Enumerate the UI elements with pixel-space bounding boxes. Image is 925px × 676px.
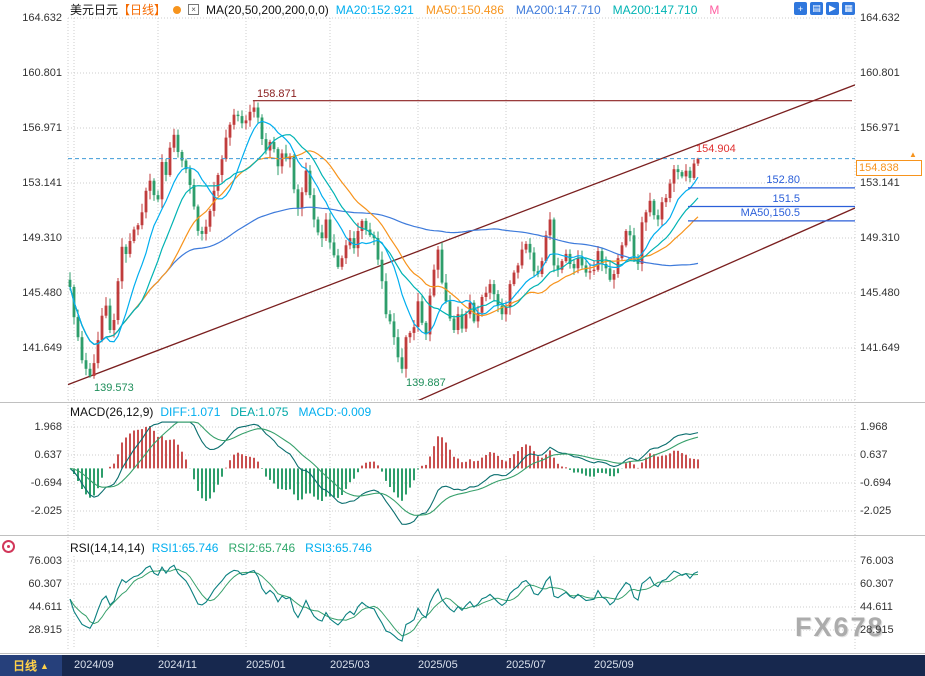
macd-legend-item-2: MACD:-0.009 — [298, 404, 372, 419]
period-arrow-icon: ▲ — [40, 660, 49, 671]
rsi-axis-label: 60.307 — [860, 578, 894, 590]
macd-axis-label: -2.025 — [860, 505, 892, 517]
rsi-axis-label: 60.307 — [28, 578, 62, 590]
price-axis-label: 164.632 — [860, 12, 900, 24]
rsi-header: RSI(14,14,14) RSI1:65.746 RSI2:65.746 RSI3… — [70, 540, 372, 555]
chart-header: 美元日元【日线】 × MA(20,50,200,200,0,0) MA20:15… — [70, 1, 720, 18]
rsi-axis-label: 28.915 — [28, 624, 62, 636]
price-arrow-icon: ▲ — [909, 150, 917, 159]
annotation-low: 139.573 — [94, 382, 134, 394]
annotation-level: 151.5 — [772, 193, 800, 205]
ma-legend-item-2: MA200:147.710 — [515, 2, 601, 17]
price-axis-label: 141.649 — [22, 342, 62, 354]
x-axis-date: 2025/03 — [330, 659, 370, 671]
macd-axis-label: 0.637 — [34, 449, 62, 461]
grid-icon[interactable]: ▦ — [842, 2, 855, 15]
rsi-axis-label: 76.003 — [860, 555, 894, 567]
price-axis-label: 153.141 — [860, 177, 900, 189]
ma-legend-item-4: M — [709, 2, 720, 17]
price-axis-label: 153.141 — [22, 177, 62, 189]
timeframe-bar: 日线 ▲ 2024/09 2024/11 2025/01 2025/03 2025/05… — [0, 655, 925, 676]
macd-axis-label: 1.968 — [860, 421, 888, 433]
symbol-name: 美元日元 — [70, 3, 119, 17]
ma-legend: MA20:152.921 MA50:150.486 MA200:147.710 MA2… — [336, 3, 720, 17]
macd-axis-label: 1.968 — [34, 421, 62, 433]
watermark: FX678 — [795, 612, 885, 642]
price-axis-label: 141.649 — [860, 342, 900, 354]
rsi-legend: RSI1:65.746 RSI2:65.746 RSI3:65.746 — [152, 541, 372, 555]
period-selector[interactable]: 日线 ▲ — [0, 655, 62, 676]
price-axis-label: 145.480 — [860, 287, 900, 299]
rsi-legend-item-1: RSI2:65.746 — [228, 540, 296, 555]
period-tag: 【日线】 — [118, 3, 167, 17]
price-axis-label: 156.971 — [860, 122, 900, 134]
x-axis-date: 2025/01 — [246, 659, 286, 671]
indicator-icon[interactable]: ▤ — [810, 2, 823, 15]
macd-legend: DIFF:1.071 DEA:1.075 MACD:-0.009 — [160, 405, 371, 419]
rsi-legend-item-2: RSI3:65.746 — [305, 540, 372, 555]
play-icon[interactable]: ▶ — [826, 2, 839, 15]
rsi-axis-label: 44.611 — [860, 601, 893, 613]
annotation-level: MA50,150.5 — [740, 207, 800, 219]
ma-settings-label: MA(20,50,200,200,0,0) — [206, 2, 329, 17]
price-axis-label: 149.310 — [860, 232, 900, 244]
x-axis-date: 2024/09 — [74, 659, 114, 671]
annotation-level: 152.80 — [766, 174, 800, 186]
rsi-legend-item-0: RSI1:65.746 — [151, 540, 219, 555]
period-label: 日线 — [13, 659, 38, 673]
rsi-axis-label: 28.915 — [860, 624, 894, 636]
x-axis-date: 2025/05 — [418, 659, 458, 671]
macd-title: MACD(26,12,9) — [70, 404, 154, 419]
price-axis-label: 164.632 — [22, 12, 62, 24]
ma-legend-item-1: MA50:150.486 — [425, 2, 504, 17]
crosshair-icon[interactable]: + — [794, 2, 807, 15]
price-axis-label: 156.971 — [22, 122, 62, 134]
rsi-axis-label: 76.003 — [28, 555, 62, 567]
x-axis-date: 2024/11 — [158, 659, 197, 671]
annotation-recent-high: 154.904 — [696, 143, 736, 155]
ma-legend-item-0: MA20:152.921 — [335, 2, 414, 17]
indicator-checkbox-icon[interactable]: × — [188, 4, 200, 15]
ma-legend-item-3: MA200:147.710 — [612, 2, 698, 17]
macd-legend-item-1: DEA:1.075 — [230, 404, 289, 419]
macd-axis-label: -0.694 — [30, 477, 62, 489]
macd-legend-item-0: DIFF:1.071 — [160, 404, 221, 419]
price-axis-label: 160.801 — [860, 67, 900, 79]
current-price-box: 154.838 — [856, 160, 922, 176]
rsi-title: RSI(14,14,14) — [70, 540, 145, 555]
date-axis: 2024/09 2024/11 2025/01 2025/03 2025/05 2025/… — [0, 655, 925, 676]
annotation-low: 139.887 — [406, 377, 446, 389]
annotation-resistance: 158.871 — [257, 88, 297, 100]
rsi-axis-label: 44.611 — [29, 601, 62, 613]
macd-axis-label: 0.637 — [860, 449, 888, 461]
x-axis-date: 2025/07 — [506, 659, 546, 671]
x-axis-date: 2025/09 — [594, 659, 634, 671]
price-axis-label: 160.801 — [22, 67, 62, 79]
macd-header: MACD(26,12,9) DIFF:1.071 DEA:1.075 MACD:-0… — [70, 404, 371, 419]
chart-toolbar: + ▤ ▶ ▦ — [794, 2, 855, 15]
macd-axis-label: -0.694 — [860, 477, 892, 489]
price-axis-label: 145.480 — [22, 287, 62, 299]
target-icon[interactable] — [2, 540, 15, 553]
symbol-title: 美元日元【日线】 — [70, 1, 166, 18]
macd-axis-label: -2.025 — [30, 505, 62, 517]
alert-icon[interactable] — [173, 5, 182, 14]
price-axis-label: 149.310 — [22, 232, 62, 244]
